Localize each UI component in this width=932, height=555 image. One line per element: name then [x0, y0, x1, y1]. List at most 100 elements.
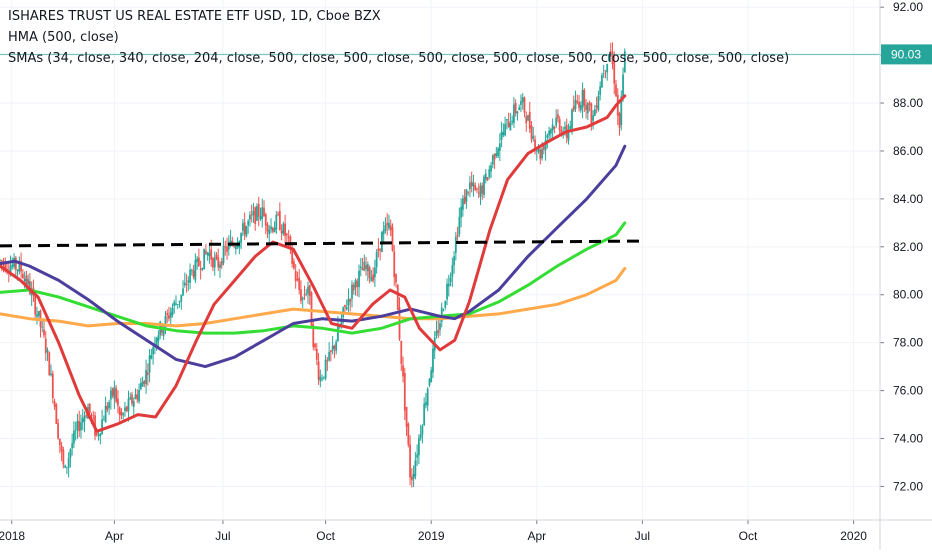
candle-body: [542, 146, 545, 150]
candle-body: [136, 394, 139, 400]
candle-body: [145, 370, 147, 385]
candle-body: [611, 52, 614, 64]
candle-body: [356, 281, 359, 288]
candle-body: [109, 390, 112, 400]
candle-body: [41, 326, 44, 328]
candle-body: [359, 266, 362, 269]
dashed-resistance-line: [0, 239, 640, 248]
candle-body: [337, 326, 339, 342]
candle-body: [139, 383, 142, 390]
candle-body: [65, 467, 68, 469]
sma-orange-line: [0, 266, 627, 328]
candle-body: [437, 330, 440, 334]
candle-body: [553, 127, 556, 129]
candle-body: [178, 300, 181, 303]
candle-body: [176, 303, 179, 305]
candle-body: [102, 419, 105, 421]
candle-body: [490, 165, 492, 172]
candle-body: [270, 226, 272, 230]
candle-body: [57, 423, 59, 439]
candle-body: [572, 106, 575, 111]
candle-body: [539, 149, 542, 160]
candle-body: [454, 237, 457, 253]
candle-body: [282, 223, 285, 234]
candle-body: [182, 288, 184, 296]
candle-body: [379, 248, 382, 251]
candle-body: [479, 185, 482, 197]
candle-body: [220, 261, 223, 266]
candle-body: [73, 430, 75, 444]
y-tick-label: 76.00: [893, 384, 923, 398]
candle-body: [409, 444, 411, 478]
candle-body: [307, 286, 309, 294]
candle-body: [95, 432, 98, 435]
candle-body: [345, 306, 348, 310]
candle-body: [317, 361, 320, 380]
candle-body: [505, 118, 508, 121]
candle-body: [85, 415, 88, 417]
smas-legend[interactable]: SMAs (34, close, 340, close, 204, close,…: [8, 51, 790, 66]
candle-body: [555, 117, 558, 126]
candle-body: [372, 274, 375, 281]
candle-body: [407, 423, 410, 445]
candle-body: [465, 189, 468, 202]
candle-body: [328, 352, 331, 361]
symbol-title[interactable]: ISHARES TRUST US REAL ESTATE ETF USD, 1D…: [8, 9, 381, 24]
y-tick-label: 88.00: [893, 96, 923, 110]
candle-body: [321, 378, 323, 380]
candle-body: [289, 236, 292, 247]
candle-body: [331, 345, 334, 351]
candle-body: [284, 223, 287, 236]
candle-body: [148, 355, 151, 373]
candle-body: [500, 131, 503, 140]
candle-body: [599, 86, 602, 95]
candle-body: [535, 150, 538, 152]
candle-body: [0, 260, 1, 262]
candle-body: [525, 116, 528, 124]
candle-body: [266, 224, 269, 232]
x-tick-label: Jul: [635, 529, 650, 543]
candle-body: [245, 226, 248, 237]
candle-body: [366, 263, 369, 272]
candle-body: [523, 97, 526, 113]
candle-body: [370, 277, 373, 282]
candle-body: [481, 185, 484, 194]
candle-body: [618, 112, 621, 128]
candle-body: [233, 245, 235, 247]
candle-body: [377, 248, 380, 252]
candle-body: [122, 413, 125, 416]
candle-body: [117, 398, 119, 406]
candle-body: [268, 229, 271, 235]
candle-body: [578, 102, 580, 108]
candle-body: [124, 407, 126, 412]
candle-body: [190, 269, 193, 271]
candle-body: [382, 229, 385, 235]
candle-body: [127, 398, 130, 412]
candle-body: [250, 214, 253, 216]
candle-body: [25, 275, 28, 285]
candle-body: [90, 415, 93, 417]
candle-body: [557, 114, 559, 119]
candle-body: [586, 103, 589, 114]
candle-body: [259, 216, 262, 220]
candle-body: [129, 397, 132, 400]
candle-body: [358, 270, 360, 288]
candle-body: [435, 331, 438, 336]
candle-body: [403, 373, 406, 411]
candle-body: [333, 345, 336, 349]
candle-body: [298, 277, 301, 290]
candle-body: [428, 379, 431, 386]
candle-body: [546, 135, 549, 138]
candle-body: [412, 473, 415, 479]
hma-legend[interactable]: HMA (500, close): [8, 30, 119, 45]
x-tick-label: Oct: [316, 529, 335, 543]
candle-body: [213, 257, 216, 268]
candle-body: [300, 289, 302, 302]
candle-body: [622, 74, 624, 97]
candle-body: [187, 280, 190, 283]
candle-body: [152, 347, 155, 355]
candle-body: [537, 148, 540, 152]
candle-body: [564, 127, 566, 130]
